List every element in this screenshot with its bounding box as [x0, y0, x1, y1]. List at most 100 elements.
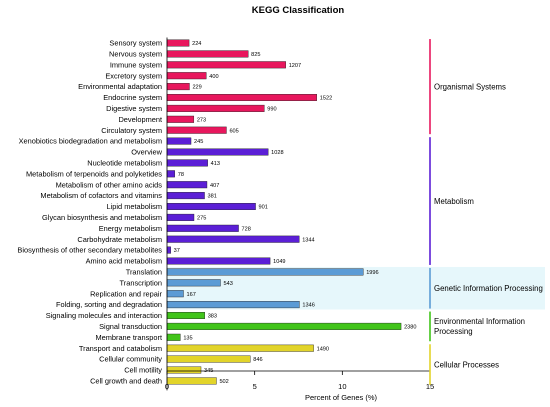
group-brackets-layer: Organismal Systems Metabolism Genetic Info…	[429, 39, 543, 385]
bar-metabolism-of-terpenoids-and-polyketides	[166, 170, 175, 178]
bar-membrane-transport	[166, 333, 181, 341]
category-label: Environmental adaptation	[78, 82, 162, 91]
bars-layer: Sensory system 224 Nervous system 825 Immune…	[17, 39, 416, 386]
group-label-metabolism: Metabolism	[434, 197, 474, 206]
group-label-genetic-information-processing: Genetic Information Processing	[434, 284, 543, 293]
bar-translation	[166, 268, 364, 276]
category-label: Replication and repair	[90, 289, 162, 298]
bar-circulatory-system	[166, 126, 227, 134]
category-label: Membrane transport	[95, 333, 162, 342]
bar-biosynthesis-of-other-secondary-metabolites	[166, 246, 171, 254]
bar-digestive-system	[166, 104, 265, 112]
category-label: Sensory system	[109, 39, 162, 48]
value-label: 901	[259, 205, 268, 211]
value-label: 543	[223, 281, 232, 287]
bar-excretory-system	[166, 72, 207, 80]
bar-metabolism-of-other-amino-acids	[166, 181, 208, 189]
value-label: 224	[192, 41, 201, 47]
category-label: Lipid metabolism	[107, 202, 162, 211]
value-label: 229	[192, 85, 201, 91]
category-label: Translation	[126, 268, 162, 277]
bar-endocrine-system	[166, 93, 317, 101]
category-label: Nervous system	[109, 50, 162, 59]
category-label: Overview	[131, 148, 162, 157]
category-label: Metabolism of other amino acids	[56, 180, 163, 189]
category-label: Folding, sorting and degradation	[56, 300, 162, 309]
value-label: 245	[194, 139, 203, 145]
group-label-environmental-information-processing: Environmental Information	[434, 317, 525, 326]
category-label: Nucleotide metabolism	[87, 159, 162, 168]
value-label: 381	[208, 194, 217, 200]
category-label: Transcription	[120, 278, 162, 287]
value-label: 990	[267, 107, 276, 113]
bar-metabolism-of-cofactors-and-vitamins	[166, 192, 205, 200]
category-label: Metabolism of cofactors and vitamins	[40, 191, 162, 200]
value-label: 1346	[302, 303, 314, 309]
bar-nucleotide-metabolism	[166, 159, 208, 167]
category-label: Xenobiotics biodegradation and metabolis…	[19, 137, 162, 146]
value-label: 273	[197, 117, 206, 123]
value-label: 167	[186, 292, 195, 298]
category-label: Signaling molecules and interaction	[46, 311, 162, 320]
category-label: Energy metabolism	[99, 224, 162, 233]
bar-replication-and-repair	[166, 290, 184, 298]
category-label: Excretory system	[105, 71, 162, 80]
bar-folding-sorting-and-degradation	[166, 301, 300, 309]
bar-energy-metabolism	[166, 224, 239, 232]
category-label: Cellular community	[99, 355, 162, 364]
x-axis-label: Percent of Genes (%)	[305, 393, 378, 402]
bar-nervous-system	[166, 50, 249, 58]
x-tick-label: 0	[165, 382, 169, 391]
x-axis: 0 5 10 15	[165, 37, 434, 391]
value-label: 502	[219, 379, 228, 385]
bar-sensory-system	[166, 39, 190, 47]
category-label: Circulatory system	[101, 126, 162, 135]
category-label: Transport and catabolism	[79, 344, 162, 353]
bar-cellular-community	[166, 355, 251, 363]
category-label: Biosynthesis of other secondary metaboli…	[17, 246, 162, 255]
category-label: Glycan biosynthesis and metabolism	[42, 213, 162, 222]
category-label: Endocrine system	[103, 93, 162, 102]
x-tick-label: 5	[253, 382, 257, 391]
value-label: 407	[210, 183, 219, 189]
bar-xenobiotics-biodegradation-and-metabolism	[166, 137, 192, 145]
category-label: Signal transduction	[99, 322, 162, 331]
value-label: 383	[208, 314, 217, 320]
value-label: 1028	[271, 150, 283, 156]
category-label: Metabolism of terpenoids and polyketides	[26, 169, 162, 178]
value-label: 1522	[320, 96, 332, 102]
x-tick-label: 15	[426, 382, 434, 391]
value-label: 400	[209, 74, 218, 80]
category-label: Amino acid metabolism	[86, 257, 162, 266]
x-tick-label: 10	[338, 382, 346, 391]
bar-cell-motility	[166, 366, 202, 374]
bar-glycan-biosynthesis-and-metabolism	[166, 213, 195, 221]
bar-development	[166, 115, 195, 123]
bar-immune-system	[166, 61, 286, 69]
value-label: 846	[253, 357, 262, 363]
bar-transport-and-catabolism	[166, 344, 314, 352]
bar-lipid-metabolism	[166, 202, 256, 210]
value-label: 1049	[273, 259, 285, 265]
bar-amino-acid-metabolism	[166, 257, 271, 265]
group-label-organismal-systems: Organismal Systems	[434, 82, 506, 91]
category-label: Digestive system	[106, 104, 162, 113]
bar-overview	[166, 148, 269, 156]
value-label: 1490	[317, 346, 329, 352]
bar-transcription	[166, 279, 221, 287]
value-label: 1207	[289, 63, 301, 69]
bar-environmental-adaptation	[166, 83, 190, 91]
value-label: 135	[183, 335, 192, 341]
value-label: 78	[178, 172, 184, 178]
value-label: 275	[197, 216, 206, 222]
value-label: 1996	[366, 270, 378, 276]
value-label: 605	[229, 128, 238, 134]
chart-title: KEGG Classification	[252, 5, 345, 16]
group-label-cellular-processes: Cellular Processes	[434, 360, 499, 369]
bar-carbohydrate-metabolism	[166, 235, 300, 243]
category-label: Cell growth and death	[90, 377, 162, 386]
value-label: 2380	[404, 325, 416, 331]
value-label: 37	[174, 248, 180, 254]
bar-signaling-molecules-and-interaction	[166, 312, 205, 320]
